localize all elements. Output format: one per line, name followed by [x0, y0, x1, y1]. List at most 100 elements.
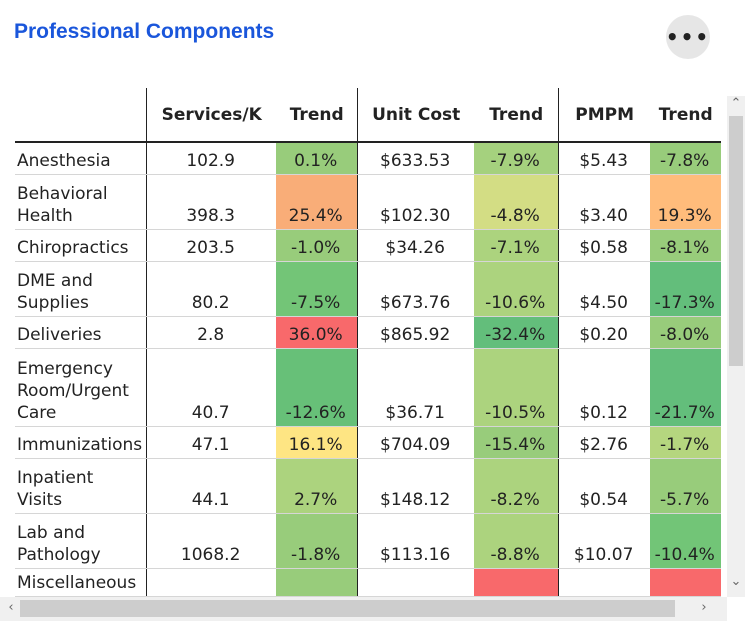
- column-header-pmpm[interactable]: PMPM: [558, 88, 651, 143]
- more-options-button[interactable]: •••: [666, 15, 710, 59]
- services-trend: 16.1%: [276, 426, 358, 459]
- pmpm-trend: -10.4%: [650, 513, 722, 569]
- unit-cost-trend: -8.8%: [474, 513, 559, 569]
- unit-cost-value: $34.26: [357, 229, 475, 262]
- unit-cost-value: $113.16: [357, 513, 475, 569]
- pmpm-trend: -21.7%: [650, 348, 722, 427]
- column-header-pmpm-trend[interactable]: Trend: [650, 88, 722, 143]
- table-viewport: Services/K Trend Unit Cost Trend PMPM Tr…: [0, 88, 727, 597]
- chevron-down-icon[interactable]: ⌄: [730, 574, 742, 589]
- horizontal-scroll-thumb[interactable]: [20, 600, 675, 617]
- pmpm-value: $0.54: [558, 458, 651, 514]
- pmpm-trend: -7.8%: [650, 142, 722, 175]
- services-value: 80.2: [146, 261, 277, 317]
- unit-cost-trend: -8.2%: [474, 458, 559, 514]
- row-name: Behavioral Health: [15, 174, 147, 230]
- table-row[interactable]: Chiropractics 203.5 -1.0% $34.26 -7.1% $0.58-…: [15, 229, 722, 262]
- pmpm-trend: [650, 568, 722, 597]
- services-trend: 25.4%: [276, 174, 358, 230]
- row-name: Chiropractics: [15, 229, 147, 262]
- row-name: Miscellaneous: [15, 568, 147, 597]
- table-row[interactable]: Behavioral Health 398.3 25.4% $102.30 -4.8% $…: [15, 174, 722, 230]
- pmpm-trend: -8.0%: [650, 316, 722, 349]
- services-trend: 0.1%: [276, 142, 358, 175]
- unit-cost-value: $36.71: [357, 348, 475, 427]
- services-value: 102.9: [146, 142, 277, 175]
- pmpm-trend: -17.3%: [650, 261, 722, 317]
- services-trend: -1.0%: [276, 229, 358, 262]
- chevron-right-icon[interactable]: ›: [701, 600, 707, 615]
- unit-cost-value: $865.92: [357, 316, 475, 349]
- column-header-unit-cost-trend[interactable]: Trend: [474, 88, 559, 143]
- unit-cost-trend: -10.5%: [474, 348, 559, 427]
- unit-cost-value: $673.76: [357, 261, 475, 317]
- table-row[interactable]: Lab and Pathology 1068.2 -1.8% $113.16 -8.8%…: [15, 513, 722, 569]
- chevron-up-icon[interactable]: ⌃: [730, 96, 742, 111]
- services-value: 203.5: [146, 229, 277, 262]
- services-trend: -12.6%: [276, 348, 358, 427]
- row-name: Inpatient Visits: [15, 458, 147, 514]
- pmpm-value: $0.20: [558, 316, 651, 349]
- column-header-unit-cost[interactable]: Unit Cost: [357, 88, 475, 143]
- unit-cost-value: [357, 568, 475, 597]
- services-value: 40.7: [146, 348, 277, 427]
- pmpm-value: $4.50: [558, 261, 651, 317]
- pmpm-value: $5.43: [558, 142, 651, 175]
- unit-cost-value: $102.30: [357, 174, 475, 230]
- unit-cost-value: $633.53: [357, 142, 475, 175]
- chevron-left-icon[interactable]: ‹: [8, 600, 14, 615]
- unit-cost-trend: -7.9%: [474, 142, 559, 175]
- unit-cost-trend: -10.6%: [474, 261, 559, 317]
- pmpm-value: [558, 568, 651, 597]
- more-horizontal-icon: •••: [665, 25, 711, 49]
- vertical-scroll-thumb[interactable]: [729, 116, 743, 366]
- services-trend: 2.7%: [276, 458, 358, 514]
- services-trend: 36.0%: [276, 316, 358, 349]
- table-row[interactable]: Inpatient Visits 44.1 2.7% $148.12 -8.2% $0.5…: [15, 458, 722, 514]
- horizontal-scrollbar[interactable]: ‹ ›: [0, 597, 727, 621]
- column-header-name: [15, 88, 147, 143]
- column-header-services[interactable]: Services/K: [146, 88, 277, 143]
- services-value: 44.1: [146, 458, 277, 514]
- unit-cost-value: $148.12: [357, 458, 475, 514]
- pmpm-value: $10.07: [558, 513, 651, 569]
- services-trend: -7.5%: [276, 261, 358, 317]
- unit-cost-value: $704.09: [357, 426, 475, 459]
- table-row[interactable]: Immunizations 47.1 16.1% $704.09 -15.4% $2.76…: [15, 426, 722, 459]
- services-value: 1068.2: [146, 513, 277, 569]
- table-header: Services/K Trend Unit Cost Trend PMPM Tr…: [15, 88, 722, 143]
- pmpm-trend: -1.7%: [650, 426, 722, 459]
- pmpm-trend: -5.7%: [650, 458, 722, 514]
- table-row[interactable]: Miscellaneous: [15, 568, 722, 597]
- services-value: 2.8: [146, 316, 277, 349]
- pmpm-value: $0.12: [558, 348, 651, 427]
- unit-cost-trend: [474, 568, 559, 597]
- row-name: Emergency Room/Urgent Care: [15, 348, 147, 427]
- services-trend: -1.8%: [276, 513, 358, 569]
- pmpm-trend: -8.1%: [650, 229, 722, 262]
- pmpm-value: $0.58: [558, 229, 651, 262]
- unit-cost-trend: -15.4%: [474, 426, 559, 459]
- vertical-scrollbar[interactable]: ⌃ ⌄: [727, 96, 745, 597]
- row-name: DME and Supplies: [15, 261, 147, 317]
- table-row[interactable]: DME and Supplies 80.2 -7.5% $673.76 -10.6% $4…: [15, 261, 722, 317]
- unit-cost-trend: -4.8%: [474, 174, 559, 230]
- column-header-services-trend[interactable]: Trend: [276, 88, 358, 143]
- services-trend: [276, 568, 358, 597]
- table-row[interactable]: Deliveries 2.8 36.0% $865.92 -32.4% $0.20 -8.0…: [15, 316, 722, 349]
- unit-cost-trend: -7.1%: [474, 229, 559, 262]
- table-row[interactable]: Emergency Room/Urgent Care 40.7 -12.6% $36.…: [15, 348, 722, 427]
- pmpm-value: $2.76: [558, 426, 651, 459]
- components-table: Services/K Trend Unit Cost Trend PMPM Tr…: [15, 88, 722, 597]
- row-name: Anesthesia: [15, 142, 147, 175]
- row-name: Deliveries: [15, 316, 147, 349]
- row-name: Immunizations: [15, 426, 147, 459]
- unit-cost-trend: -32.4%: [474, 316, 559, 349]
- pmpm-value: $3.40: [558, 174, 651, 230]
- table-row[interactable]: Anesthesia 102.9 0.1% $633.53 -7.9% $5.43 -7.8…: [15, 142, 722, 175]
- services-value: 47.1: [146, 426, 277, 459]
- services-value: [146, 568, 277, 597]
- services-value: 398.3: [146, 174, 277, 230]
- row-name: Lab and Pathology: [15, 513, 147, 569]
- pmpm-trend: 19.3%: [650, 174, 722, 230]
